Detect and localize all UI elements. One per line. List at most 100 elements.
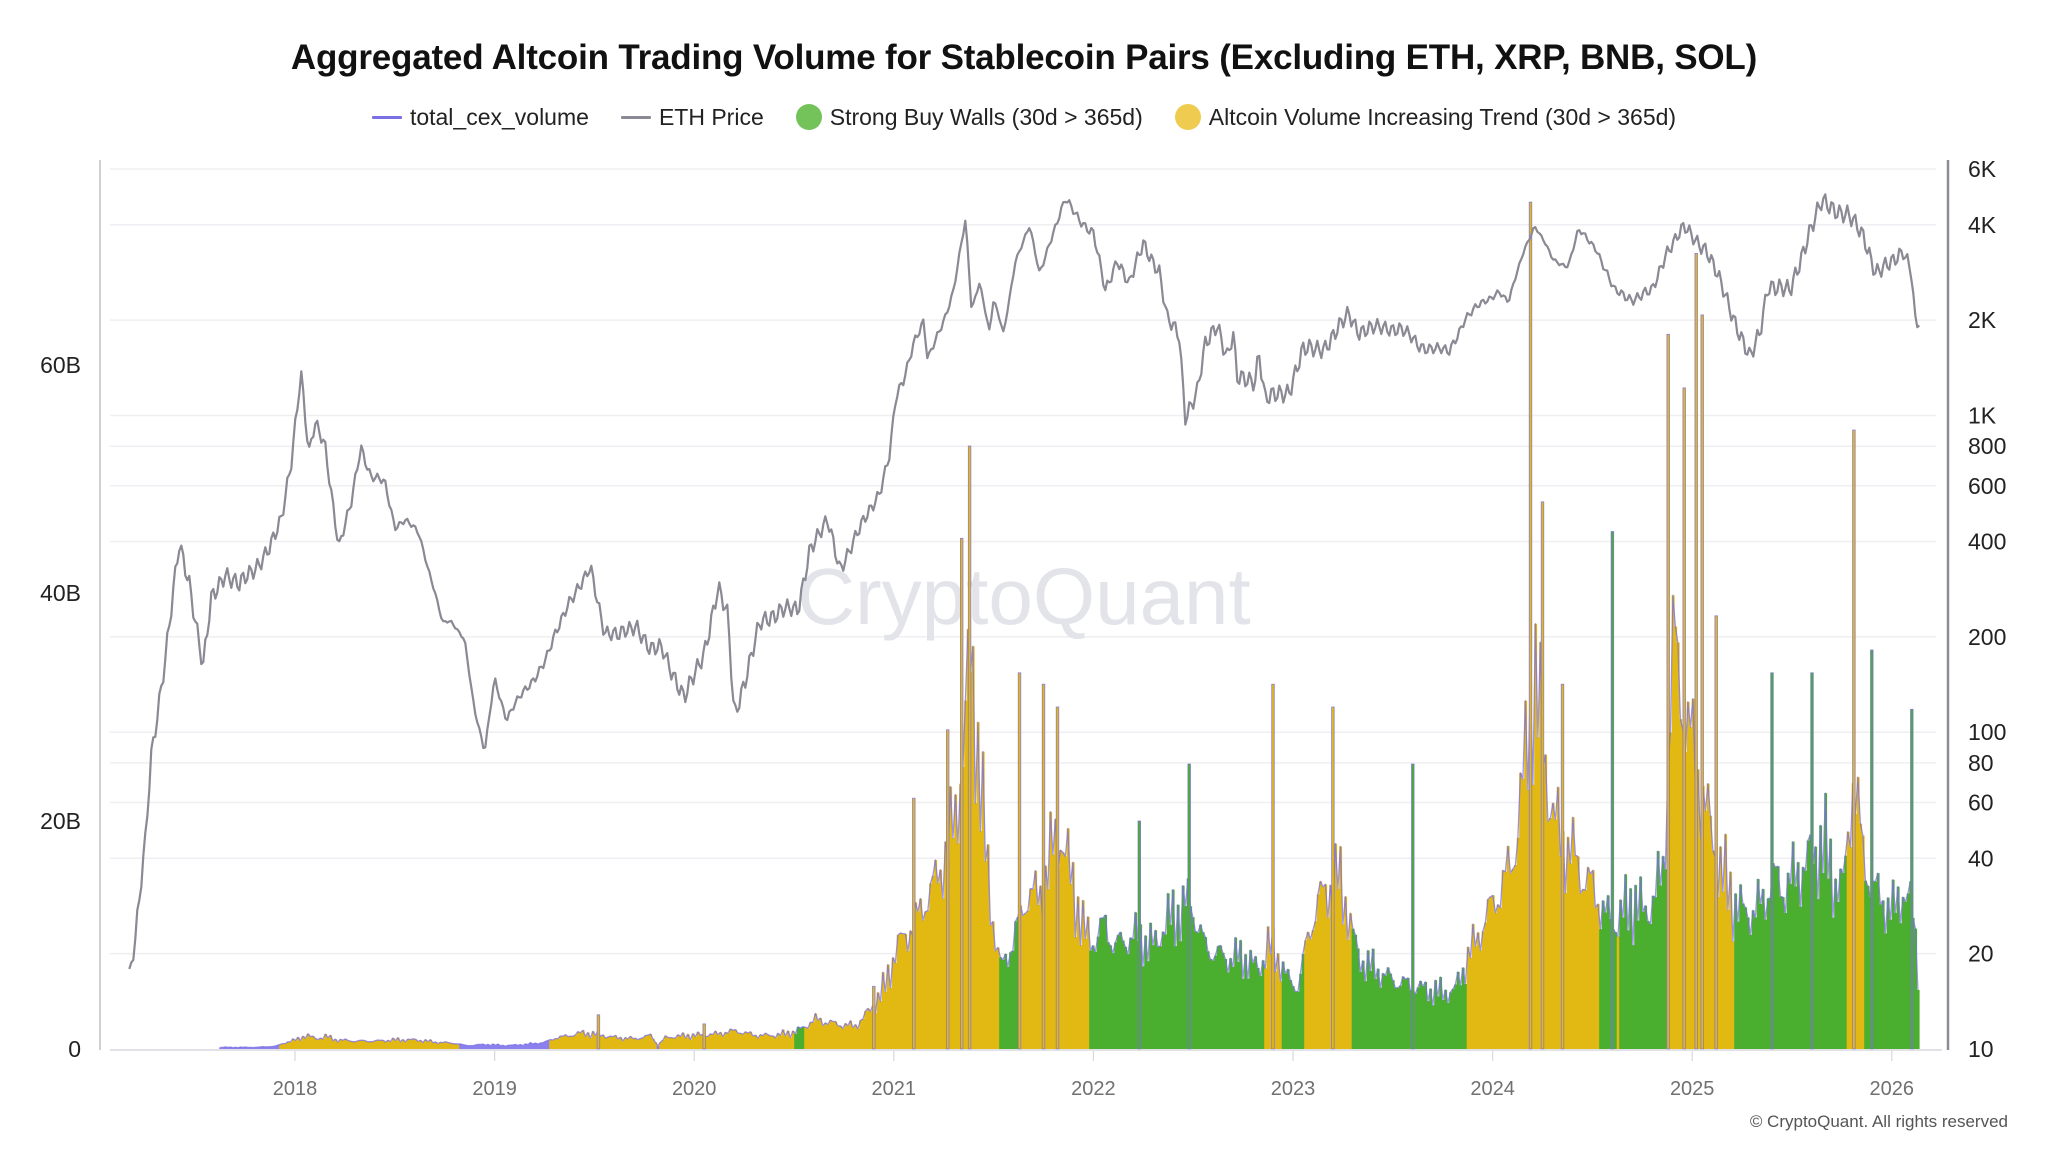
legend-item-total-cex-volume[interactable]: total_cex_volume bbox=[371, 104, 589, 131]
volume-bar bbox=[1504, 871, 1508, 1049]
volume-bar bbox=[826, 1024, 830, 1049]
volume-bar bbox=[1461, 967, 1465, 1049]
volume-bar bbox=[496, 1044, 500, 1049]
volume-bar bbox=[1779, 896, 1783, 1049]
volume-bar bbox=[236, 1047, 240, 1049]
volume-bar bbox=[664, 1035, 668, 1049]
volume-bar bbox=[1886, 897, 1890, 1049]
volume-bar bbox=[1351, 928, 1355, 1049]
volume-bar bbox=[1584, 890, 1588, 1049]
volume-bar bbox=[1566, 837, 1570, 1049]
volume-bar bbox=[251, 1047, 255, 1049]
volume-spike bbox=[1870, 649, 1874, 1050]
x-tick-label: 2022 bbox=[1071, 1078, 1116, 1100]
volume-bar bbox=[1071, 862, 1075, 1049]
volume-bar bbox=[916, 911, 920, 1049]
legend-item-altcoin-volume-increasing[interactable]: Altcoin Volume Increasing Trend (30d > 3… bbox=[1174, 104, 1676, 131]
volume-bar bbox=[324, 1034, 328, 1049]
volume-bar bbox=[1576, 856, 1580, 1049]
volume-bar bbox=[1554, 819, 1558, 1049]
volume-spike bbox=[1910, 708, 1914, 1050]
volume-bar bbox=[1301, 954, 1305, 1049]
volume-bar bbox=[1386, 967, 1390, 1049]
volume-bar bbox=[891, 957, 895, 1049]
volume-bar bbox=[466, 1045, 470, 1049]
y-right-tick-label: 800 bbox=[1968, 433, 2006, 459]
volume-bar bbox=[1364, 981, 1368, 1049]
volume-bar bbox=[479, 1044, 483, 1049]
volume-bar bbox=[1749, 934, 1753, 1049]
volume-bar bbox=[1191, 917, 1195, 1049]
volume-bar bbox=[1719, 846, 1723, 1049]
volume-bar bbox=[454, 1043, 458, 1049]
volume-bar bbox=[506, 1045, 510, 1049]
volume-bar bbox=[411, 1038, 415, 1049]
volume-bar bbox=[1086, 916, 1090, 1049]
volume-bar bbox=[1841, 872, 1845, 1049]
volume-bar bbox=[999, 957, 1003, 1049]
volume-bar bbox=[1004, 954, 1008, 1049]
volume-bar bbox=[1381, 973, 1385, 1049]
volume-bar bbox=[1874, 881, 1878, 1049]
y-right-tick-label: 600 bbox=[1968, 473, 2006, 499]
volume-bar bbox=[1064, 856, 1068, 1049]
volume-bar bbox=[1344, 896, 1348, 1049]
volume-bar bbox=[1836, 902, 1840, 1049]
volume-bar bbox=[1464, 984, 1468, 1049]
volume-bar bbox=[276, 1045, 280, 1049]
volume-bar bbox=[1579, 893, 1583, 1049]
volume-bar bbox=[1346, 940, 1350, 1049]
volume-bar bbox=[1844, 855, 1848, 1049]
volume-bar bbox=[1281, 961, 1285, 1049]
volume-bar bbox=[541, 1042, 545, 1049]
y-left-tick-label: 40B bbox=[40, 580, 81, 606]
volume-bar bbox=[1119, 932, 1123, 1049]
legend-item-eth-price[interactable]: ETH Price bbox=[620, 104, 764, 131]
volume-bar bbox=[271, 1046, 275, 1049]
volume-bar bbox=[429, 1039, 433, 1049]
volume-bar bbox=[396, 1037, 400, 1049]
volume-bar bbox=[356, 1040, 360, 1049]
volume-bar bbox=[311, 1036, 315, 1049]
volume-bar bbox=[1551, 803, 1555, 1049]
volume-bar bbox=[1391, 980, 1395, 1049]
volume-bar bbox=[1059, 850, 1063, 1049]
volume-bar bbox=[474, 1045, 478, 1049]
volume-bar bbox=[711, 1034, 715, 1049]
volume-bar bbox=[641, 1037, 645, 1049]
volume-bar bbox=[579, 1032, 583, 1049]
volume-bar bbox=[1721, 891, 1725, 1049]
volume-bar bbox=[949, 786, 953, 1049]
volume-bar bbox=[569, 1036, 573, 1049]
volume-bar bbox=[1024, 913, 1028, 1049]
volume-bar bbox=[731, 1030, 735, 1049]
volume-bar bbox=[991, 921, 995, 1049]
volume-bar bbox=[906, 951, 910, 1049]
volume-bar bbox=[1741, 903, 1745, 1049]
x-tick-label: 2019 bbox=[472, 1078, 517, 1100]
volume-bar bbox=[254, 1047, 258, 1049]
volume-bar bbox=[259, 1046, 263, 1049]
volume-bar bbox=[716, 1034, 720, 1049]
volume-bar bbox=[1211, 960, 1215, 1049]
volume-bar bbox=[566, 1036, 570, 1049]
volume-bar bbox=[1029, 888, 1033, 1049]
volume-bar bbox=[319, 1038, 323, 1049]
volume-bar bbox=[1299, 973, 1303, 1049]
volume-bar bbox=[1766, 898, 1770, 1049]
volume-bar bbox=[929, 883, 933, 1049]
volume-spike bbox=[1187, 763, 1191, 1050]
volume-bar bbox=[1441, 999, 1445, 1049]
volume-bar bbox=[221, 1047, 225, 1049]
legend-item-strong-buy-walls[interactable]: Strong Buy Walls (30d > 365d) bbox=[795, 104, 1143, 131]
total-cex-volume-line bbox=[220, 594, 1919, 1049]
volume-bar bbox=[1174, 946, 1178, 1049]
volume-bar bbox=[1334, 843, 1338, 1049]
volume-spike bbox=[912, 797, 916, 1050]
volume-bar bbox=[1399, 985, 1403, 1049]
volume-bar bbox=[1641, 911, 1645, 1049]
volume-spike bbox=[1055, 706, 1060, 1050]
volume-spikes bbox=[596, 201, 1914, 1050]
volume-spike bbox=[967, 445, 972, 1050]
volume-bar bbox=[1449, 992, 1453, 1049]
